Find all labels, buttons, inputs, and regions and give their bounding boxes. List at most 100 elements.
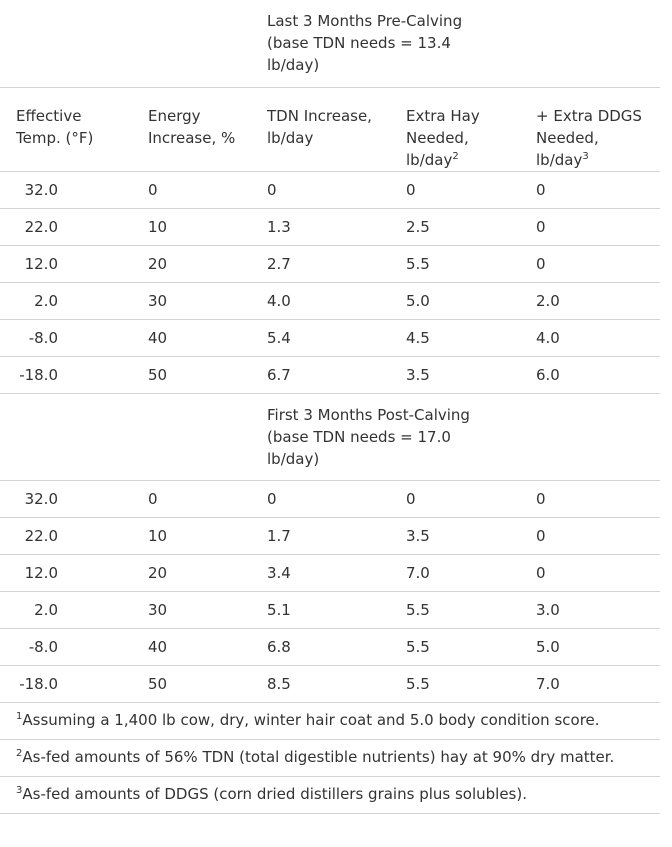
cell: 5.5 bbox=[406, 245, 536, 283]
footnote-ref: 3 bbox=[582, 150, 589, 162]
footnote: 2As-fed amounts of 56% TDN (total digest… bbox=[0, 740, 660, 777]
cell-text: 2.0 bbox=[34, 291, 58, 310]
cell-text: 12.0 bbox=[24, 254, 58, 273]
cell: 0 bbox=[267, 480, 406, 518]
cell: 0 bbox=[267, 171, 406, 209]
footnote: 3As-fed amounts of DDGS (corn dried dist… bbox=[0, 777, 660, 814]
cell-text: -8.0 bbox=[28, 637, 58, 656]
cell: 22.0 bbox=[0, 208, 148, 246]
cell: 0 bbox=[536, 171, 660, 209]
cell: 40 bbox=[148, 319, 267, 357]
cell-text: 7.0 bbox=[536, 674, 560, 693]
cell: 5.1 bbox=[267, 591, 406, 629]
cell-text: 5.5 bbox=[406, 254, 430, 273]
footnote-text: As-fed amounts of DDGS (corn dried disti… bbox=[22, 784, 527, 803]
cell-text: 4.0 bbox=[267, 291, 291, 310]
cell-text: 7.0 bbox=[406, 563, 430, 582]
cell-text: 40 bbox=[148, 637, 168, 656]
text-line: lb/day bbox=[406, 150, 453, 169]
cell: 6.7 bbox=[267, 356, 406, 394]
cell bbox=[0, 0, 148, 88]
cell-text: 12.0 bbox=[24, 563, 58, 582]
cell-text: -18.0 bbox=[19, 674, 58, 693]
cell-text: 3.5 bbox=[406, 526, 430, 545]
data-row: 12.0 20 3.4 7.0 0 bbox=[0, 554, 660, 592]
data-row: -18.0 50 6.7 3.5 6.0 bbox=[0, 356, 660, 394]
cell-text: 6.0 bbox=[536, 365, 560, 384]
cell: 20 bbox=[148, 554, 267, 592]
cell-text: 20 bbox=[148, 254, 168, 273]
text-line: TDN Increase, bbox=[267, 106, 372, 125]
cell: 3.5 bbox=[406, 356, 536, 394]
cell-text: 0 bbox=[536, 180, 546, 199]
cell: 0 bbox=[406, 171, 536, 209]
cell: 5.5 bbox=[406, 665, 536, 703]
cell-text: 3.4 bbox=[267, 563, 291, 582]
cell: 32.0 bbox=[0, 171, 148, 209]
text-line: (base TDN needs = 13.4 bbox=[267, 34, 451, 52]
cell: 3.0 bbox=[536, 591, 660, 629]
cell: 2.7 bbox=[267, 245, 406, 283]
cell-text: 5.0 bbox=[406, 291, 430, 310]
cell: 2.0 bbox=[0, 282, 148, 320]
cell-text: 0 bbox=[267, 489, 277, 508]
cell-text: 0 bbox=[536, 217, 546, 236]
data-row: 2.0 30 4.0 5.0 2.0 bbox=[0, 282, 660, 320]
cell-text: 32.0 bbox=[24, 489, 58, 508]
column-header: Energy Increase, % bbox=[148, 87, 267, 172]
cell: 0 bbox=[536, 245, 660, 283]
cell: 7.0 bbox=[536, 665, 660, 703]
cell: 50 bbox=[148, 356, 267, 394]
data-row: -18.0 50 8.5 5.5 7.0 bbox=[0, 665, 660, 703]
cell: 50 bbox=[148, 665, 267, 703]
section-header-row: Last 3 Months Pre-Calving (base TDN needs… bbox=[0, 0, 660, 88]
cell: -18.0 bbox=[0, 665, 148, 703]
text-line: Effective bbox=[16, 106, 82, 125]
cell: 10 bbox=[148, 208, 267, 246]
cell-text: 40 bbox=[148, 328, 168, 347]
data-row: 32.0 0 0 0 0 bbox=[0, 171, 660, 209]
column-header: + Extra DDGS Needed, lb/day3 bbox=[536, 87, 660, 172]
cell: 5.5 bbox=[406, 591, 536, 629]
text-line: Extra Hay bbox=[406, 106, 480, 125]
text-line: lb/day) bbox=[267, 56, 320, 74]
cell-text: 0 bbox=[267, 180, 277, 199]
cell: 2.0 bbox=[0, 591, 148, 629]
cell-text: 5.5 bbox=[406, 600, 430, 619]
cell: 0 bbox=[536, 554, 660, 592]
footnote-mark: 1 bbox=[16, 710, 23, 722]
cell: 2.0 bbox=[536, 282, 660, 320]
data-row: 22.0 10 1.7 3.5 0 bbox=[0, 517, 660, 555]
footnote: 1Assuming a 1,400 lb cow, dry, winter ha… bbox=[0, 703, 660, 740]
cell: 1.7 bbox=[267, 517, 406, 555]
cell-text: 5.4 bbox=[267, 328, 291, 347]
cell: 5.4 bbox=[267, 319, 406, 357]
cell-text: 5.5 bbox=[406, 637, 430, 656]
footnote-ref: 2 bbox=[452, 150, 459, 162]
data-row: -8.0 40 6.8 5.5 5.0 bbox=[0, 628, 660, 666]
data-table: Last 3 Months Pre-Calving (base TDN needs… bbox=[0, 0, 660, 703]
cell-text: 1.3 bbox=[267, 217, 291, 236]
column-header: TDN Increase, lb/day bbox=[267, 87, 406, 172]
cell-text: 20 bbox=[148, 563, 168, 582]
cell-text: 5.1 bbox=[267, 600, 291, 619]
cell-text: 22.0 bbox=[24, 526, 58, 545]
column-header: Extra Hay Needed, lb/day2 bbox=[406, 87, 536, 172]
text-line: Needed, bbox=[536, 128, 599, 147]
cell-text: 0 bbox=[406, 489, 416, 508]
data-row: -8.0 40 5.4 4.5 4.0 bbox=[0, 319, 660, 357]
cell: 6.0 bbox=[536, 356, 660, 394]
cell: 5.0 bbox=[406, 282, 536, 320]
cell: 12.0 bbox=[0, 554, 148, 592]
cell-text: 0 bbox=[536, 526, 546, 545]
cell-text: 50 bbox=[148, 365, 168, 384]
cell-text: 30 bbox=[148, 600, 168, 619]
text-line: + Extra DDGS bbox=[536, 106, 642, 125]
cell: -8.0 bbox=[0, 319, 148, 357]
cell: 22.0 bbox=[0, 517, 148, 555]
text-line: lb/day) bbox=[267, 449, 320, 468]
cell: 8.5 bbox=[267, 665, 406, 703]
text-line: Energy bbox=[148, 106, 201, 125]
cell bbox=[148, 393, 267, 481]
cell-text: 0 bbox=[148, 489, 158, 508]
